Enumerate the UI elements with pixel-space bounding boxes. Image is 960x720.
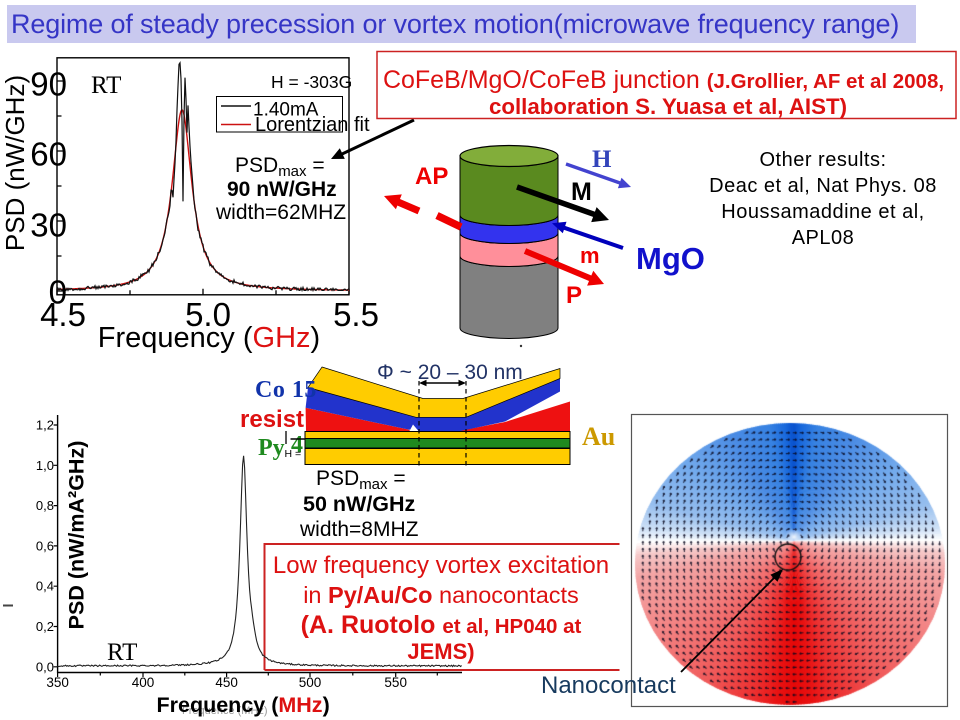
svg-text:Lorentzian fit: Lorentzian fit — [255, 114, 370, 136]
svg-text:450: 450 — [215, 675, 238, 690]
svg-text:H: H — [592, 146, 612, 173]
svg-text:width=62MHZ: width=62MHZ — [215, 201, 346, 224]
svg-text:Regime of steady precession or: Regime of steady precession or vortex mo… — [11, 9, 899, 39]
svg-text:550: 550 — [384, 675, 407, 690]
svg-text:Other results:: Other results: — [759, 149, 886, 171]
svg-text:Frequency (MHz): Frequency (MHz) — [157, 693, 330, 717]
svg-text:width=8MHZ: width=8MHZ — [299, 518, 419, 541]
svg-text:1,0: 1,0 — [36, 458, 54, 473]
svg-text:1,2: 1,2 — [36, 418, 54, 433]
svg-text:500: 500 — [299, 675, 322, 690]
svg-text:m: m — [580, 243, 600, 268]
svg-text:0,0: 0,0 — [36, 659, 54, 674]
svg-text:PSD (nW/mA²GHz): PSD (nW/mA²GHz) — [65, 441, 89, 630]
svg-text:Au: Au — [582, 422, 615, 451]
svg-text:30: 30 — [30, 207, 67, 244]
svg-text:collaboration S. Yuasa et al,: collaboration S. Yuasa et al, AIST) — [489, 94, 847, 119]
svg-text:H = -303G: H = -303G — [271, 72, 352, 92]
svg-text:PSDmax =: PSDmax = — [316, 467, 406, 493]
svg-text:0,4: 0,4 — [36, 579, 54, 594]
svg-text:350: 350 — [46, 675, 69, 690]
svg-text:P: P — [566, 282, 582, 309]
svg-text:JEMS): JEMS) — [407, 639, 474, 664]
svg-text:5.0: 5.0 — [185, 296, 231, 333]
svg-text:APL08: APL08 — [792, 227, 855, 249]
svg-text:4.5: 4.5 — [40, 296, 86, 333]
svg-text:60: 60 — [30, 136, 67, 173]
svg-text:0: 0 — [49, 274, 67, 311]
svg-text:PSDmax =: PSDmax = — [235, 154, 325, 180]
svg-text:resist: resist — [240, 406, 304, 433]
svg-text:H =: H = — [285, 448, 302, 460]
svg-text:5.5: 5.5 — [333, 296, 379, 333]
svg-text:Houssamaddine et al,: Houssamaddine et al, — [721, 201, 924, 223]
svg-text:Nanocontact: Nanocontact — [541, 672, 676, 699]
svg-text:50 nW/GHz: 50 nW/GHz — [303, 492, 415, 516]
svg-text:0,8: 0,8 — [36, 498, 54, 513]
svg-text:in Py/Au/Co nanocontacts: in Py/Au/Co nanocontacts — [303, 582, 579, 608]
svg-text:90: 90 — [30, 65, 67, 102]
svg-text:90 nW/GHz: 90 nW/GHz — [227, 178, 337, 201]
svg-text:1.40mA: 1.40mA — [253, 100, 319, 121]
svg-text:Φ ~ 20 – 30 nm: Φ ~ 20 – 30 nm — [377, 361, 523, 384]
svg-text:Co 15: Co 15 — [255, 377, 317, 403]
svg-text:CoFeB/MgO/CoFeB junction (J.Gr: CoFeB/MgO/CoFeB junction (J.Grollier, AF… — [383, 66, 944, 94]
svg-text:Low frequency vortex excitatio: Low frequency vortex excitation — [273, 552, 609, 579]
svg-text:Frequency (GHz): Frequency (GHz) — [98, 322, 320, 354]
svg-text:PSD (nW/GHz): PSD (nW/GHz) — [0, 75, 30, 251]
svg-text:400: 400 — [132, 675, 155, 690]
svg-text:AP: AP — [415, 163, 448, 190]
svg-text:MgO: MgO — [636, 241, 705, 276]
svg-text:M: M — [571, 178, 592, 206]
svg-text:(A. Ruotolo et al, HP040 at: (A. Ruotolo et al, HP040 at — [301, 611, 582, 639]
svg-text:Py: Py — [258, 435, 285, 461]
svg-text:RT: RT — [107, 639, 137, 666]
svg-text:Frequence (MHz): Frequence (MHz) — [182, 705, 268, 717]
svg-text:RT: RT — [91, 72, 121, 99]
svg-text:0,2: 0,2 — [36, 619, 54, 634]
svg-text:Deac et al, Nat Phys. 08: Deac et al, Nat Phys. 08 — [709, 175, 937, 197]
svg-text:0,6: 0,6 — [36, 538, 54, 553]
